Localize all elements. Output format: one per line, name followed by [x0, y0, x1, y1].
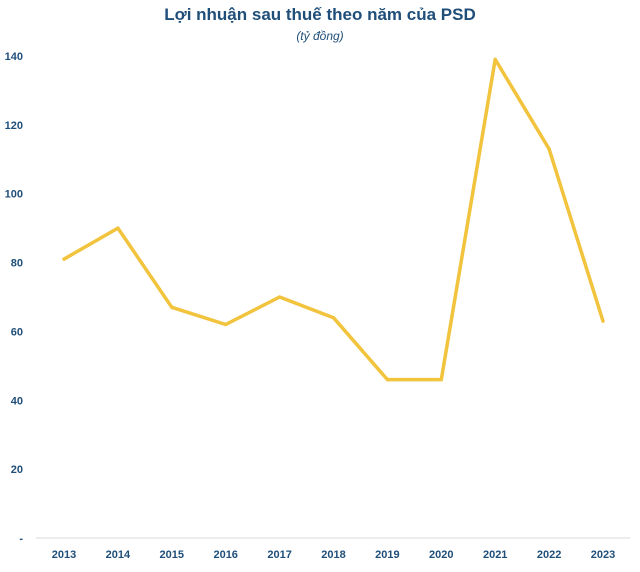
x-tick-label: 2021	[483, 549, 507, 561]
y-tick-label: 60	[11, 326, 23, 338]
y-tick-label: 120	[5, 120, 23, 132]
x-axis: 2013 2014 2015 2016 2017 2018 2019 2020 2021 2022…	[36, 537, 630, 561]
series-line	[62, 57, 605, 382]
y-tick-label: -	[19, 533, 23, 545]
x-tick-label: 2020	[429, 549, 453, 561]
data-point	[439, 378, 443, 382]
data-point	[170, 305, 174, 309]
y-tick-label: 140	[5, 51, 23, 63]
data-point	[385, 378, 389, 382]
chart-title: Lợi nhuận sau thuế theo năm của PSD	[164, 5, 476, 24]
data-point	[278, 295, 282, 299]
data-point	[224, 322, 228, 327]
x-tick-label: 2016	[213, 549, 237, 561]
x-tick-label: 2015	[160, 549, 184, 561]
x-tick-label: 2019	[375, 549, 399, 561]
y-tick-label: 80	[11, 258, 23, 270]
chart-subtitle: (tỷ đồng)	[296, 29, 343, 43]
data-point	[547, 147, 551, 151]
y-tick-label: 100	[5, 189, 23, 201]
x-tick-label: 2013	[52, 549, 76, 561]
data-point	[493, 57, 497, 62]
x-tick-label: 2018	[321, 549, 345, 561]
x-tick-label: 2017	[267, 549, 291, 561]
y-tick-label: 20	[11, 464, 23, 476]
series-group	[62, 57, 605, 382]
x-tick-label: 2022	[537, 549, 561, 561]
data-point	[62, 257, 66, 261]
x-tick-label: 2023	[591, 549, 615, 561]
y-axis: - 20 40 60 80 100 120 140	[5, 51, 24, 545]
data-point	[331, 316, 336, 320]
x-tick-label: 2014	[106, 549, 131, 561]
y-tick-label: 40	[11, 395, 23, 407]
data-point	[601, 319, 605, 323]
data-point	[116, 226, 120, 230]
